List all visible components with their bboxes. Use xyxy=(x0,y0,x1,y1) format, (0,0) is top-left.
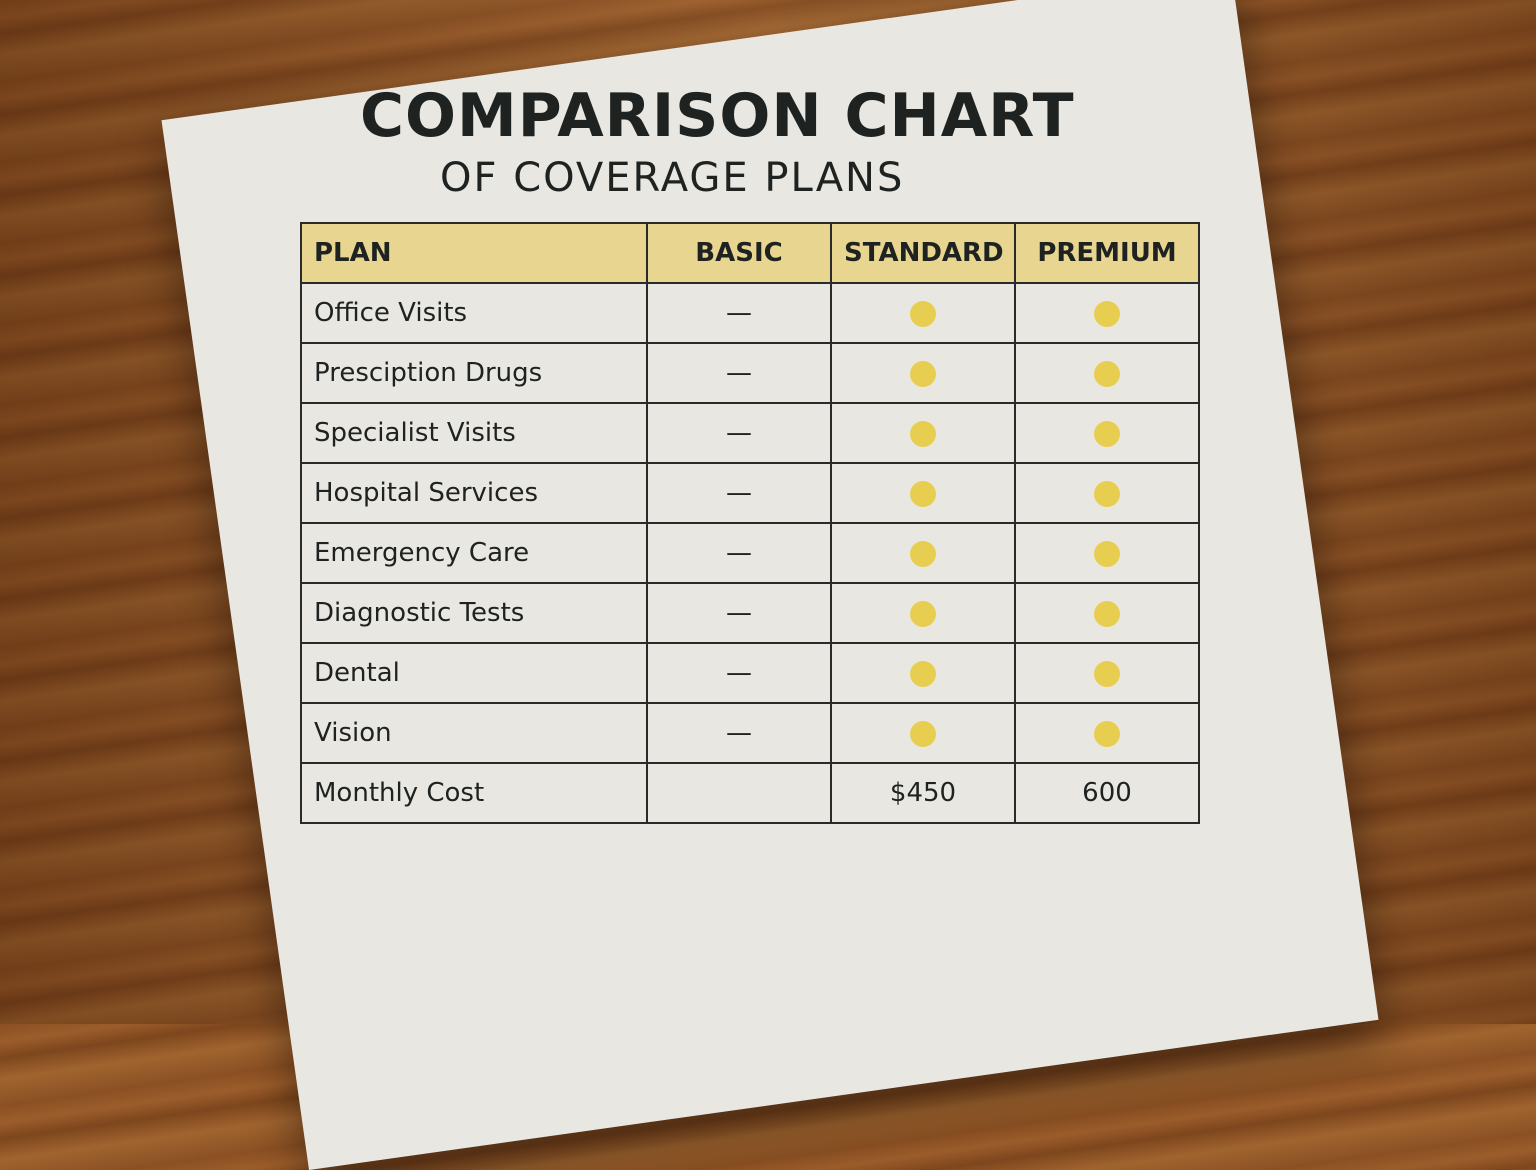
document-title: COMPARISON CHART xyxy=(360,81,1075,151)
document-subtitle: OF COVERAGE PLANS xyxy=(440,155,905,201)
cell-premium xyxy=(1014,402,1200,464)
included-dot-icon xyxy=(910,480,936,507)
not-included-dash: — xyxy=(726,718,752,748)
cell-premium xyxy=(1014,462,1200,524)
cell-basic: — xyxy=(646,282,832,344)
cell-basic: — xyxy=(646,342,832,404)
table-row: Specialist Visits — xyxy=(300,402,1200,464)
document-content: COMPARISON CHART OF COVERAGE PLANS PLAN … xyxy=(300,80,1240,824)
cell-premium xyxy=(1014,702,1200,764)
cell-standard xyxy=(830,582,1016,644)
cell-basic: — xyxy=(646,522,832,584)
cell-premium xyxy=(1014,282,1200,344)
cell-basic: — xyxy=(646,462,832,524)
included-dot-icon xyxy=(1094,480,1120,507)
header-plan: PLAN xyxy=(300,222,648,284)
row-label: Emergency Care xyxy=(300,522,648,584)
cell-standard xyxy=(830,522,1016,584)
table-row: Office Visits — xyxy=(300,282,1200,344)
cell-standard xyxy=(830,342,1016,404)
comparison-table: PLAN BASIC STANDARD PREMIUM Office Visit… xyxy=(300,222,1200,824)
table-row: Emergency Care — xyxy=(300,522,1200,584)
header-basic: BASIC xyxy=(646,222,832,284)
not-included-dash: — xyxy=(726,598,752,628)
cell-standard xyxy=(830,282,1016,344)
header-premium: PREMIUM xyxy=(1014,222,1200,284)
included-dot-icon xyxy=(910,540,936,567)
not-included-dash: — xyxy=(726,658,752,688)
included-dot-icon xyxy=(1094,360,1120,387)
cell-basic: — xyxy=(646,702,832,764)
cell-basic xyxy=(646,762,832,824)
cost-value: $450 xyxy=(889,778,957,808)
included-dot-icon xyxy=(910,720,936,747)
not-included-dash: — xyxy=(726,358,752,388)
cell-premium: 600 xyxy=(1014,762,1200,824)
cell-standard xyxy=(830,402,1016,464)
included-dot-icon xyxy=(1094,420,1120,447)
cell-premium xyxy=(1014,582,1200,644)
row-label: Diagnostic Tests xyxy=(300,582,648,644)
included-dot-icon xyxy=(1094,720,1120,747)
included-dot-icon xyxy=(1094,300,1120,327)
included-dot-icon xyxy=(1094,660,1120,687)
included-dot-icon xyxy=(910,600,936,627)
cell-standard xyxy=(830,642,1016,704)
cell-standard xyxy=(830,462,1016,524)
cell-premium xyxy=(1014,522,1200,584)
row-label: Office Visits xyxy=(300,282,648,344)
cell-basic: — xyxy=(646,582,832,644)
cell-basic: — xyxy=(646,402,832,464)
table-row: Diagnostic Tests — xyxy=(300,582,1200,644)
not-included-dash: — xyxy=(726,538,752,568)
not-included-dash: — xyxy=(726,298,752,328)
row-label: Vision xyxy=(300,702,648,764)
header-row: PLAN BASIC STANDARD PREMIUM xyxy=(300,222,1200,284)
cell-basic: — xyxy=(646,642,832,704)
cell-standard: $450 xyxy=(830,762,1016,824)
included-dot-icon xyxy=(910,420,936,447)
row-label: Dental xyxy=(300,642,648,704)
table-row: Vision — xyxy=(300,702,1200,764)
table-row: Dental — xyxy=(300,642,1200,704)
cell-premium xyxy=(1014,342,1200,404)
included-dot-icon xyxy=(910,300,936,327)
header-standard: STANDARD xyxy=(830,222,1016,284)
included-dot-icon xyxy=(910,660,936,687)
table-row: Presciption Drugs — xyxy=(300,342,1200,404)
included-dot-icon xyxy=(910,360,936,387)
cell-premium xyxy=(1014,642,1200,704)
table-row: Monthly Cost $450 600 xyxy=(300,762,1200,824)
row-label: Presciption Drugs xyxy=(300,342,648,404)
cost-value: 600 xyxy=(1082,778,1132,808)
included-dot-icon xyxy=(1094,540,1120,567)
included-dot-icon xyxy=(1094,600,1120,627)
row-label: Specialist Visits xyxy=(300,402,648,464)
table-row: Hospital Services — xyxy=(300,462,1200,524)
cell-standard xyxy=(830,702,1016,764)
not-included-dash: — xyxy=(726,478,752,508)
row-label: Monthly Cost xyxy=(300,762,648,824)
row-label: Hospital Services xyxy=(300,462,648,524)
not-included-dash: — xyxy=(726,418,752,448)
